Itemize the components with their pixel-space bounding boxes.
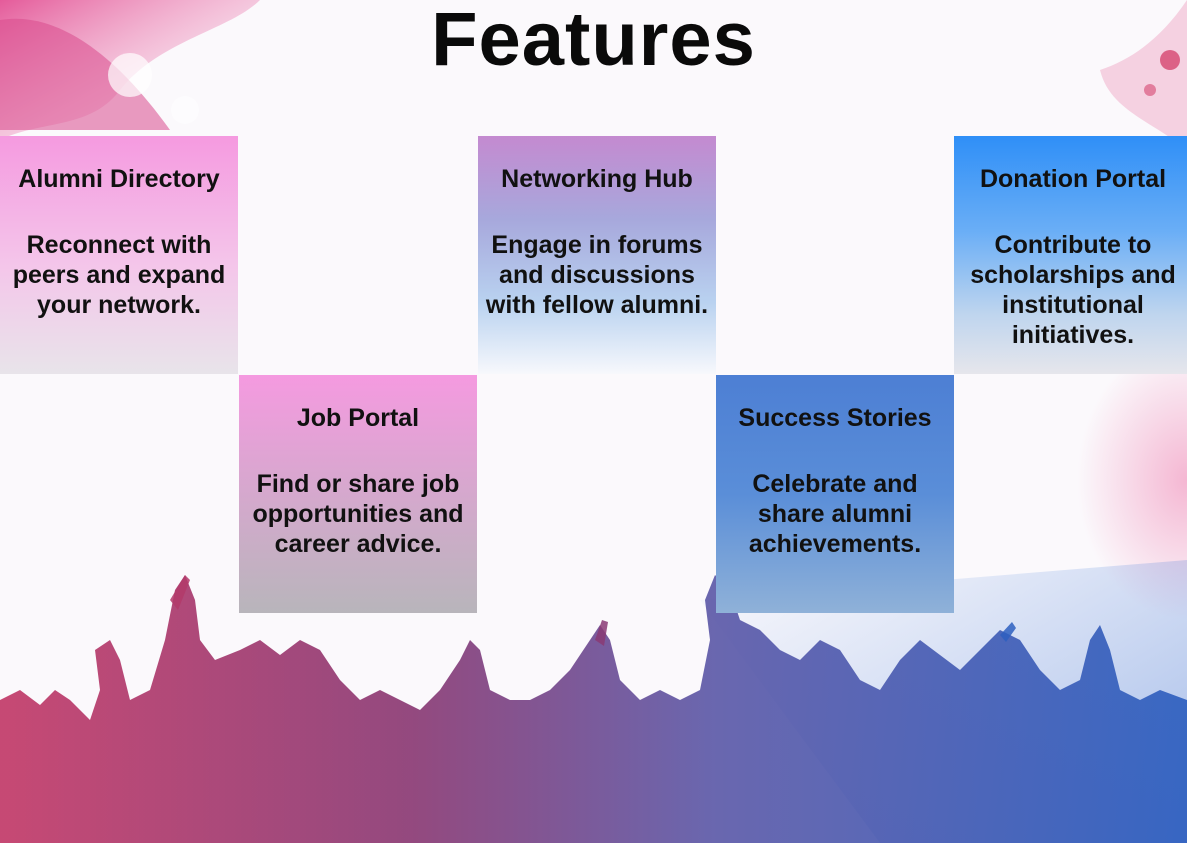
feature-card-heading: Success Stories <box>738 404 932 432</box>
feature-card-description: Reconnect with peers and expand your net… <box>12 231 226 319</box>
feature-card-description: Contribute to scholarships and instituti… <box>970 231 1176 349</box>
feature-card-heading: Networking Hub <box>501 165 693 193</box>
feature-card-description: Celebrate and share alumni achievements. <box>748 470 922 558</box>
feature-card-description: Find or share job opportunities and care… <box>252 470 464 558</box>
feature-card-success-stories: Success Stories Celebrate and share alum… <box>716 375 954 613</box>
crowd-silhouette <box>0 575 1187 843</box>
feature-card-donation-portal: Donation Portal Contribute to scholarshi… <box>954 136 1187 374</box>
feature-card-heading: Job Portal <box>296 404 420 432</box>
feature-card-alumni-directory: Alumni Directory Reconnect with peers an… <box>0 136 238 374</box>
feature-card-job-portal: Job Portal Find or share job opportuniti… <box>239 375 477 613</box>
feature-card-heading: Alumni Directory <box>18 165 220 193</box>
feature-card-networking-hub: Networking Hub Engage in forums and disc… <box>478 136 716 374</box>
slide-title: Features <box>431 0 756 82</box>
feature-card-description: Engage in forums and discussions with fe… <box>485 231 709 319</box>
feature-card-heading: Donation Portal <box>979 165 1167 193</box>
